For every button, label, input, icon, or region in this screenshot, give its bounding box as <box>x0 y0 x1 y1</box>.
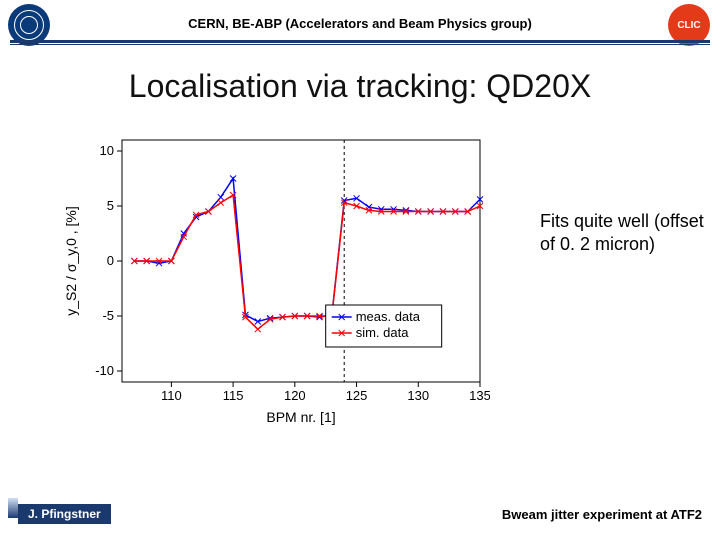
svg-text:BPM nr. [1]: BPM nr. [1] <box>266 409 335 425</box>
chart: 110 115 120 125 130 135 -10 -5 0 5 10 BPM nr. [1] y_… <box>60 130 490 430</box>
svg-text:10: 10 <box>100 143 114 158</box>
svg-text:y_S2 / σ_y,0 , [%]: y_S2 / σ_y,0 , [%] <box>63 206 79 316</box>
svg-text:125: 125 <box>346 388 368 403</box>
footer: J. Pfingstner Bweam jitter experiment at… <box>0 502 720 524</box>
svg-text:5: 5 <box>107 198 114 213</box>
svg-text:110: 110 <box>161 388 182 403</box>
slide-title: Localisation via tracking: QD20X <box>0 68 720 105</box>
chart-annotation: Fits quite well (offset of 0. 2 micron) <box>540 210 710 255</box>
header-underline <box>10 40 710 45</box>
svg-text:-10: -10 <box>95 363 114 378</box>
svg-text:-5: -5 <box>102 308 114 323</box>
svg-text:135: 135 <box>469 388 490 403</box>
svg-text:130: 130 <box>407 388 429 403</box>
header-title: CERN, BE-ABP (Accelerators and Beam Phys… <box>0 16 720 31</box>
footer-right-text: Bweam jitter experiment at ATF2 <box>502 507 702 522</box>
header: CLIC CERN, BE-ABP (Accelerators and Beam… <box>0 0 720 50</box>
svg-text:0: 0 <box>107 253 114 268</box>
svg-text:120: 120 <box>284 388 306 403</box>
svg-text:meas. data: meas. data <box>356 309 421 324</box>
svg-text:sim. data: sim. data <box>356 325 410 340</box>
footer-author: J. Pfingstner <box>18 504 111 524</box>
svg-text:115: 115 <box>223 388 244 403</box>
slide: CLIC CERN, BE-ABP (Accelerators and Beam… <box>0 0 720 540</box>
